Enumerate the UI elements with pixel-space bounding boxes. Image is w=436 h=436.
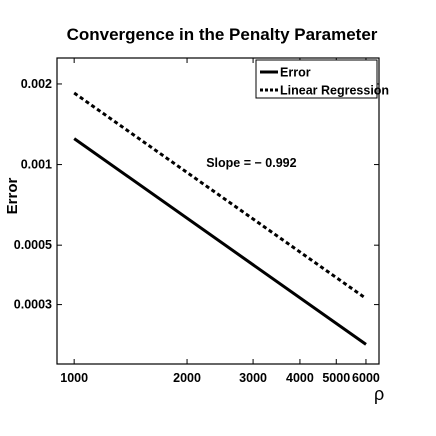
x-tick-label: 6000 (352, 371, 380, 385)
series-layer (73, 91, 367, 346)
y-tick-label: 0.0003 (14, 298, 52, 312)
chart-title: Convergence in the Penalty Parameter (67, 25, 378, 44)
y-tick-label: 0.001 (21, 158, 52, 172)
legend-label: Linear Regression (280, 84, 389, 98)
x-tick-label: 4000 (286, 371, 314, 385)
y-axis: 0.0003 0.0005 0.001 0.002 (14, 77, 379, 312)
y-tick-label: 0.002 (21, 77, 52, 91)
y-tick-label: 0.0005 (14, 238, 52, 252)
plot-frame (56, 57, 380, 365)
x-tick-label: 1000 (60, 371, 88, 385)
x-axis: 1000 2000 3000 4000 5000 6000 (60, 58, 380, 385)
x-tick-label: 3000 (239, 371, 267, 385)
legend-box (255, 59, 378, 99)
x-tick-label: 5000 (322, 371, 350, 385)
x-tick-label: 2000 (173, 371, 201, 385)
series-line-error (73, 137, 367, 346)
x-axis-label: ρ (374, 384, 384, 404)
slope-annotation: Slope = − 0.992 (206, 156, 296, 170)
legend-label: Error (280, 66, 311, 80)
series-line-linear-regression (73, 91, 367, 300)
legend: Error Linear Regression (255, 59, 389, 99)
y-axis-label: Error (4, 178, 21, 215)
